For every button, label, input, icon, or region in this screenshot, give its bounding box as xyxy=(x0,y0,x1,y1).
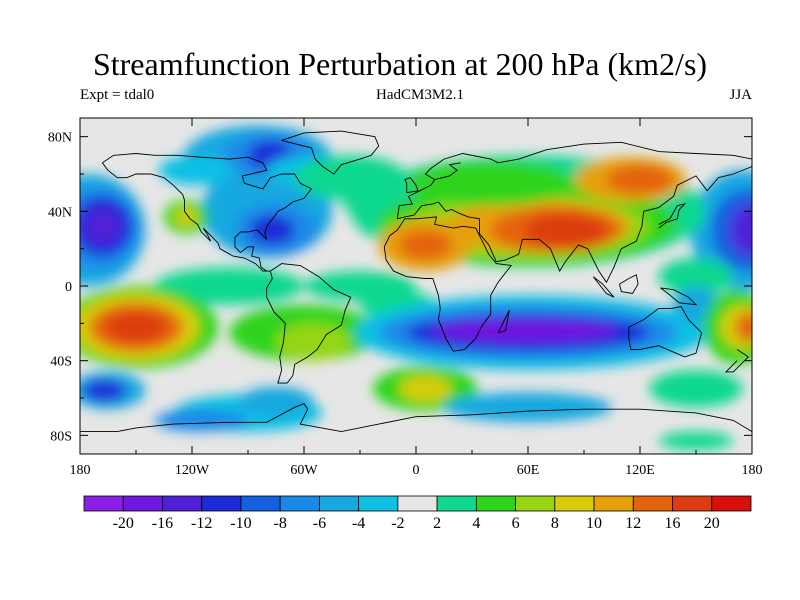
colorbar-box xyxy=(359,496,398,511)
anomaly-blob xyxy=(431,320,618,342)
colorbar-box xyxy=(162,496,201,511)
colorbar-box xyxy=(594,496,633,511)
colorbar-label: 4 xyxy=(472,515,480,532)
anomaly-blob xyxy=(735,312,761,342)
colorbar-box xyxy=(437,496,476,511)
colorbar-label: -16 xyxy=(152,515,173,532)
colorbar-box xyxy=(84,496,123,511)
colorbar-box xyxy=(516,496,555,511)
anomaly-blob xyxy=(524,213,606,247)
colorbar-box xyxy=(319,496,358,511)
anomaly-blob xyxy=(155,409,248,431)
colorbar-label: -2 xyxy=(391,515,404,532)
x-tick-label: 120W xyxy=(175,463,210,478)
anomaly-blob xyxy=(649,370,742,407)
colorbar-label: -6 xyxy=(313,515,326,532)
anomaly-blob xyxy=(82,379,127,401)
colorbar-box xyxy=(241,496,280,511)
x-tick-label: 60W xyxy=(290,463,318,478)
x-tick-label: 120E xyxy=(625,463,655,478)
colorbar-label: 12 xyxy=(625,515,641,532)
colorbar-label: -8 xyxy=(274,515,287,532)
anomaly-blob xyxy=(444,392,612,422)
colorbar-box xyxy=(476,496,515,511)
colorbar-box xyxy=(398,496,437,511)
y-tick-label: 80S xyxy=(50,429,72,444)
colorbar-box xyxy=(555,496,594,511)
colorbar-label: 6 xyxy=(512,515,520,532)
x-tick-label: 180 xyxy=(70,463,91,478)
colorbar-label: -4 xyxy=(352,515,365,532)
x-tick-label: 60E xyxy=(517,463,540,478)
x-tick-label: 180 xyxy=(742,463,763,478)
y-tick-label: 40S xyxy=(50,355,72,370)
y-tick-label: 0 xyxy=(65,280,72,295)
map-figure: 180 120W 60W 0 60E 120E 180 80N40N040S80S -20-… xyxy=(0,0,800,600)
colorbar-box xyxy=(123,496,162,511)
anomaly-blob xyxy=(659,432,734,451)
colorbar-label: 10 xyxy=(586,515,602,532)
y-tick-label: 40N xyxy=(48,205,72,220)
colorbar-box xyxy=(633,496,672,511)
anomaly-blob xyxy=(276,323,351,360)
colorbar-label: 20 xyxy=(704,515,720,532)
colorbar-label: -10 xyxy=(230,515,251,532)
anomaly-blob xyxy=(175,208,197,227)
colorbar-box xyxy=(202,496,241,511)
colorbar-box xyxy=(280,496,319,511)
colorbar-label: 2 xyxy=(433,515,441,532)
anomaly-blob xyxy=(106,312,166,342)
colorbar-label: -12 xyxy=(191,515,212,532)
anomaly-blob xyxy=(399,376,451,402)
anomaly-blob xyxy=(239,387,314,417)
anomaly-blob xyxy=(158,155,233,185)
colorbar: -20 -16 -12 -10 -8 -6 -4 -2 2 4 6 8 10 12 16 20 xyxy=(84,496,751,532)
anomaly-blob xyxy=(399,230,451,260)
anomaly-blob xyxy=(84,208,121,245)
colorbar-box xyxy=(712,496,751,511)
x-tick-label: 0 xyxy=(413,463,420,478)
colorbar-label: 8 xyxy=(551,515,559,532)
y-tick-label: 80N xyxy=(48,131,72,146)
colorbar-label: 16 xyxy=(665,515,681,532)
colorbar-box xyxy=(673,496,712,511)
colorbar-label: -20 xyxy=(113,515,134,532)
anomaly-blob xyxy=(606,165,673,195)
